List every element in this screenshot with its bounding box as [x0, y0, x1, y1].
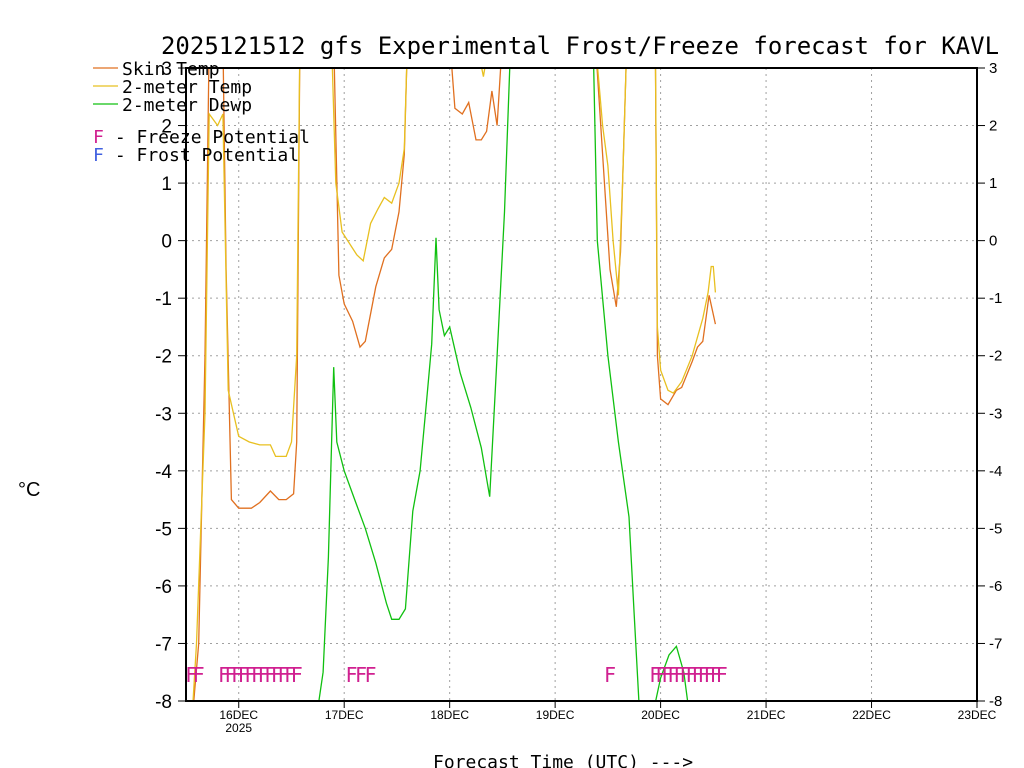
series-layer	[192, 68, 717, 701]
chart-title: 2025121512 gfs Experimental Frost/Freeze…	[161, 32, 999, 60]
x-tick-label: 21DEC	[747, 708, 786, 722]
plot-frame	[185, 67, 978, 702]
y-axis-label: °C	[18, 479, 40, 501]
freeze-mark: F	[604, 663, 616, 687]
y-axis-ticks: -8 -8 -7 -7 -6 -6 -5 -5 -4 -4 -3 -3 -2 -2 -1 -1 0 0 1 1 2 2 3 3	[155, 59, 1002, 713]
y-tick-label-right: 0	[989, 233, 997, 250]
legend-freeze-label: - Freeze Potential	[104, 127, 310, 148]
freeze-mark: F	[704, 663, 716, 687]
x-tick-label: 23DEC	[958, 708, 997, 722]
x-tick-label: 16DEC	[219, 708, 258, 722]
freeze-mark: F	[649, 663, 661, 687]
y-tick-label-left: -7	[155, 634, 172, 655]
x-tick-label: 19DEC	[536, 708, 575, 722]
freeze-mark: F	[692, 663, 704, 687]
y-tick-label-right: -8	[989, 693, 1002, 710]
y-tick-label-left: -3	[155, 404, 172, 425]
x-axis-label: Forecast Time (UTC) --->	[433, 752, 693, 768]
legend-frost-label: - Frost Potential	[104, 145, 299, 166]
y-tick-label-right: -4	[989, 463, 1002, 480]
freeze-mark: F	[258, 663, 270, 687]
freeze-mark: F	[291, 663, 303, 687]
x-tick-sublabel: 2025	[225, 721, 252, 735]
series-line-2-meter-temp	[192, 68, 717, 701]
y-tick-label-right: 1	[989, 175, 997, 192]
freeze-mark: F	[264, 663, 276, 687]
grid-lines	[186, 68, 977, 701]
y-tick-label-left: -2	[155, 347, 172, 368]
y-tick-label-right: -6	[989, 578, 1002, 595]
y-tick-label-right: -2	[989, 348, 1002, 365]
freeze-mark: F	[225, 663, 237, 687]
freeze-mark: F	[673, 663, 685, 687]
freeze-mark: F	[251, 663, 263, 687]
freeze-mark: F	[710, 663, 722, 687]
freeze-mark: F	[193, 663, 205, 687]
freeze-mark: F	[238, 663, 250, 687]
freeze-mark: F	[244, 663, 256, 687]
y-tick-label-right: -7	[989, 635, 1002, 652]
x-tick-label: 17DEC	[325, 708, 364, 722]
freeze-mark: F	[686, 663, 698, 687]
freeze-mark: F	[655, 663, 667, 687]
x-tick-label: 20DEC	[641, 708, 680, 722]
freeze-mark: F	[698, 663, 710, 687]
legend-freeze-symbol: F	[93, 127, 104, 148]
y-tick-label-right: 2	[989, 118, 997, 135]
y-tick-label-right: -3	[989, 405, 1002, 422]
y-tick-label-left: -8	[155, 692, 172, 713]
freeze-mark: F	[231, 663, 243, 687]
freeze-mark: F	[661, 663, 673, 687]
y-tick-label-left: 3	[161, 59, 172, 80]
freeze-mark: F	[185, 663, 197, 687]
y-tick-label-left: -6	[155, 577, 172, 598]
y-tick-label-left: -1	[155, 289, 172, 310]
x-tick-label: 18DEC	[430, 708, 469, 722]
series-line-skin-temp	[193, 68, 717, 701]
y-tick-label-left: 2	[161, 117, 172, 138]
freeze-mark: F	[667, 663, 679, 687]
y-tick-label-right: 3	[989, 60, 997, 77]
freeze-mark: F	[355, 663, 367, 687]
freeze-mark: F	[218, 663, 230, 687]
legend-label-skin-temp: Skin Temp	[122, 59, 220, 80]
series-line-2-meter-dewp	[318, 68, 689, 701]
legend-frost-symbol: F	[93, 145, 104, 166]
freeze-mark: F	[365, 663, 377, 687]
freeze-mark: F	[271, 663, 283, 687]
x-tick-label: 22DEC	[852, 708, 891, 722]
y-tick-label-right: -1	[989, 290, 1002, 307]
legend-label-2m-dewp: 2-meter Dewp	[122, 95, 252, 116]
freeze-mark: F	[284, 663, 296, 687]
legend-label-2m-temp: 2-meter Temp	[122, 77, 252, 98]
freeze-mark: F	[346, 663, 358, 687]
y-tick-label-left: 0	[161, 232, 172, 253]
freeze-mark: F	[680, 663, 692, 687]
y-tick-label-left: -5	[155, 519, 172, 540]
y-tick-label-left: 1	[161, 174, 172, 195]
freeze-mark: F	[716, 663, 728, 687]
y-tick-label-left: -4	[155, 462, 172, 483]
y-tick-label-right: -5	[989, 520, 1002, 537]
freeze-mark: F	[277, 663, 289, 687]
legend: Skin Temp 2-meter Temp 2-meter Dewp F - …	[93, 59, 310, 166]
